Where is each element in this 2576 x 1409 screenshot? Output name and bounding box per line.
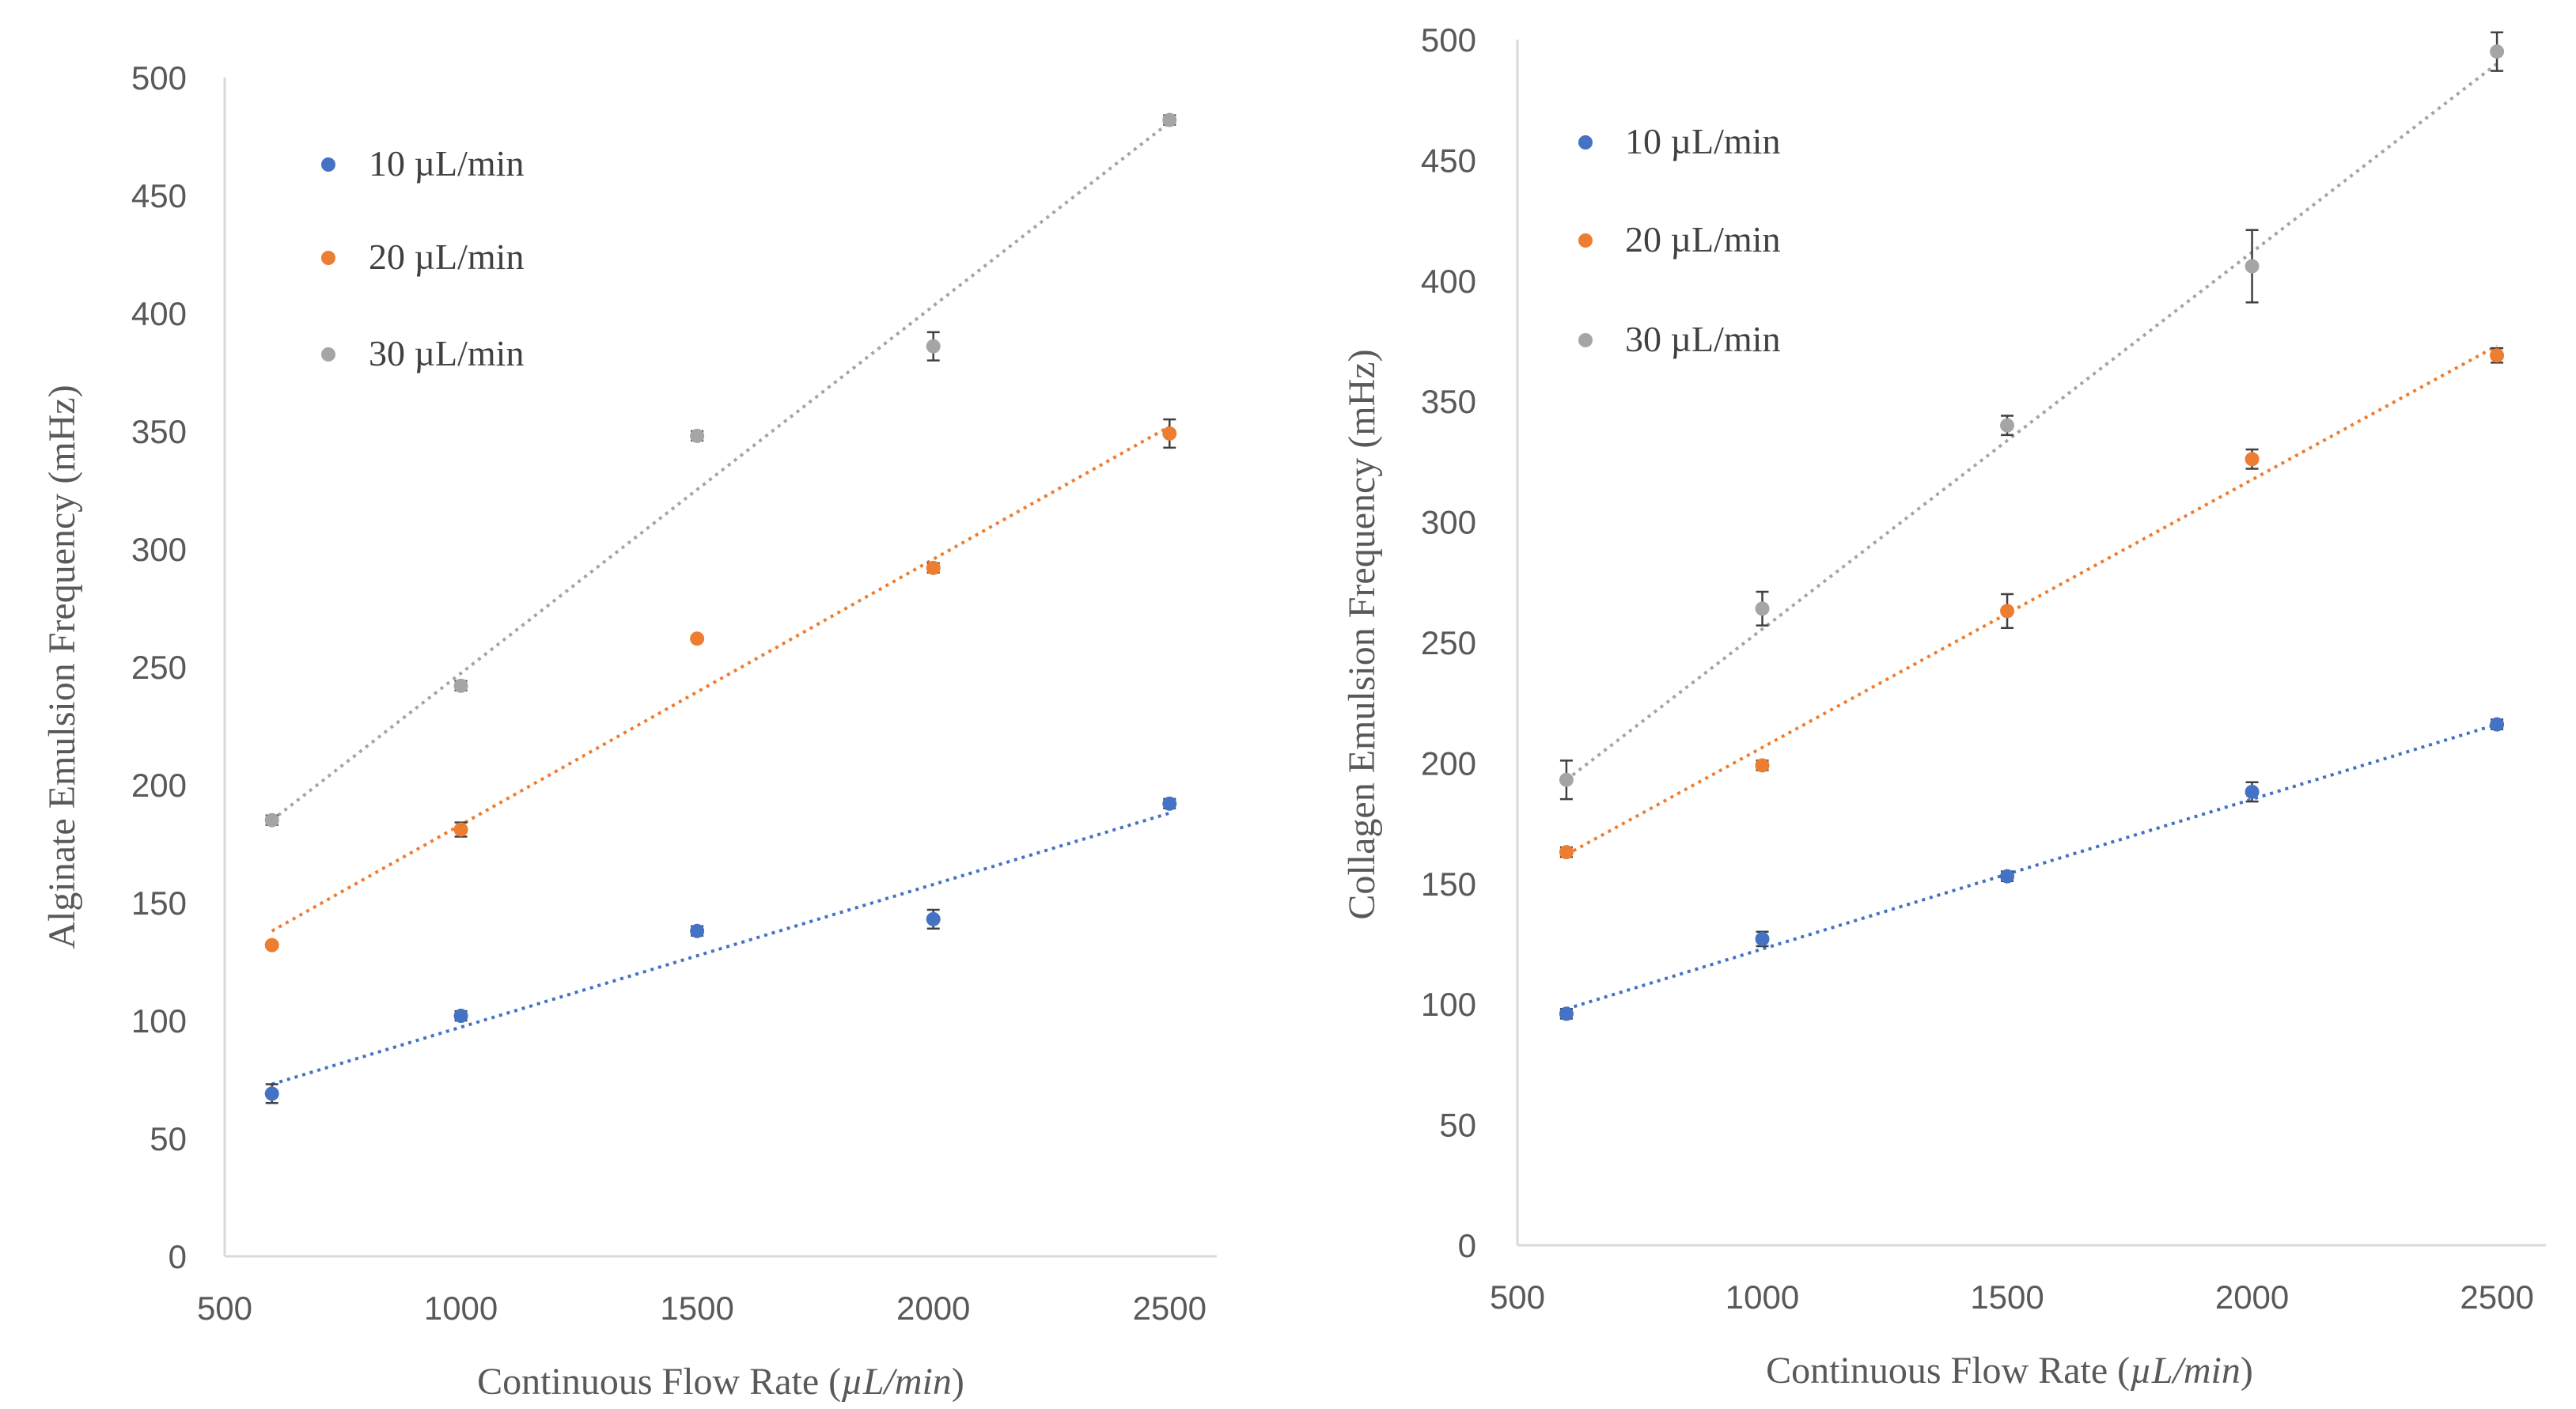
- data-point-s20: [264, 937, 279, 953]
- y-tick-label: 100: [131, 1002, 187, 1040]
- chart-panel-2: 0 50 100 150 200 250 300 350 400 450 500 500 1000 150…: [1341, 21, 2546, 1392]
- data-point-s30: [2245, 259, 2260, 274]
- data-point-s20: [2245, 452, 2260, 467]
- x-tick-label: 1000: [424, 1290, 498, 1327]
- data-point-s20: [1755, 758, 1770, 773]
- trendline-s30: [1565, 62, 2498, 782]
- data-point-s30: [453, 678, 468, 693]
- x-tick-label: 500: [1490, 1278, 1545, 1316]
- y-tick-label: 100: [1421, 986, 1476, 1023]
- y-tick-label: 300: [1421, 504, 1476, 541]
- data-point-s20: [926, 560, 941, 575]
- y-tick-label: 350: [1421, 383, 1476, 420]
- data-point-s20: [453, 822, 468, 837]
- y-axis-title: Collagen Emulsion Frequency (mHz): [1341, 349, 1383, 919]
- trendline-s30: [271, 121, 1171, 822]
- x-tick-label: 2500: [2460, 1278, 2533, 1316]
- x-tick-label: 2000: [896, 1290, 970, 1327]
- legend-label: 20 µL/min: [369, 237, 524, 277]
- legend-label: 20 µL/min: [1625, 219, 1780, 259]
- x-tick-label: 1000: [1726, 1278, 1799, 1316]
- data-point-s30: [2000, 418, 2015, 433]
- legend-label: 30 µL/min: [369, 333, 524, 373]
- data-point-s10: [1162, 796, 1177, 811]
- data-point-s30: [1162, 112, 1177, 127]
- trendline-s10: [1566, 722, 2498, 1011]
- x-axis-title-unit: µL/min: [2130, 1350, 2241, 1392]
- y-tick-label: 250: [131, 649, 187, 686]
- y-tick-label: 450: [1421, 142, 1476, 179]
- legend-marker-s30: [321, 347, 335, 362]
- y-tick-label: 200: [131, 767, 187, 804]
- x-axis-title-suffix: ): [952, 1361, 964, 1403]
- data-point-s20: [2000, 604, 2015, 619]
- x-axis-title-prefix: Continuous Flow Rate (: [477, 1361, 841, 1403]
- y-tick-label: 350: [131, 413, 187, 450]
- x-tick-label: 2000: [2215, 1278, 2289, 1316]
- data-point-s30: [1559, 772, 1574, 787]
- y-tick-label: 50: [1439, 1107, 1476, 1144]
- legend-label: 30 µL/min: [1625, 319, 1780, 359]
- x-tick-label: 1500: [1970, 1278, 2044, 1316]
- y-tick-label: 50: [150, 1120, 187, 1157]
- data-point-s20: [2490, 348, 2505, 363]
- data-point-s10: [2000, 869, 2015, 884]
- trendline-s20: [271, 425, 1171, 933]
- y-tick-label: 400: [1421, 263, 1476, 300]
- data-point-s30: [926, 339, 941, 354]
- data-point-s10: [2245, 784, 2260, 799]
- legend-marker-s20: [321, 251, 335, 265]
- legend-marker-s20: [1578, 233, 1593, 248]
- trendline-s10: [271, 811, 1170, 1086]
- data-point-s10: [264, 1086, 279, 1101]
- data-point-s30: [2490, 44, 2505, 59]
- data-point-s20: [1162, 426, 1177, 441]
- data-point-s20: [690, 631, 705, 646]
- data-point-s10: [926, 911, 941, 926]
- data-point-s20: [1559, 845, 1574, 860]
- data-point-s10: [690, 923, 705, 938]
- legend-marker-s10: [321, 157, 335, 172]
- x-axis-title-suffix: ): [2241, 1350, 2253, 1392]
- legend-label: 10 µL/min: [1625, 121, 1780, 161]
- y-tick-label: 450: [131, 177, 187, 214]
- data-point-s10: [453, 1009, 468, 1024]
- legend-marker-s10: [1578, 135, 1593, 150]
- legend-label: 10 µL/min: [369, 143, 524, 184]
- data-point-s30: [264, 812, 279, 828]
- y-tick-label: 150: [1421, 865, 1476, 903]
- y-tick-label: 500: [131, 59, 187, 97]
- x-tick-label: 1500: [660, 1290, 733, 1327]
- data-point-s10: [2490, 717, 2505, 732]
- y-tick-label: 0: [169, 1238, 187, 1275]
- y-tick-label: 150: [131, 884, 187, 922]
- y-tick-label: 300: [131, 531, 187, 568]
- y-tick-label: 200: [1421, 744, 1476, 782]
- data-point-s10: [1755, 931, 1770, 946]
- x-tick-label: 500: [197, 1290, 252, 1327]
- x-axis-title-unit: µL/min: [841, 1361, 952, 1403]
- x-tick-label: 2500: [1133, 1290, 1207, 1327]
- y-tick-label: 0: [1458, 1227, 1476, 1264]
- data-point-s30: [1755, 601, 1770, 616]
- x-axis-title-prefix: Continuous Flow Rate (: [1766, 1350, 2130, 1392]
- y-axis-title: Alginate Emulsion Frequency (mHz): [41, 384, 83, 949]
- trendline-s20: [1565, 344, 2498, 856]
- chart-panel-1: 0 50 100 150 200 250 300 350 400 450 500 500 1000 150…: [41, 59, 1217, 1403]
- x-axis-title: Continuous Flow Rate (µL/min): [1766, 1350, 2253, 1392]
- y-tick-label: 250: [1421, 624, 1476, 661]
- y-tick-label: 400: [131, 295, 187, 332]
- data-point-s10: [1559, 1006, 1574, 1021]
- legend-marker-s30: [1578, 333, 1593, 347]
- data-point-s30: [690, 428, 705, 443]
- x-axis-title: Continuous Flow Rate (µL/min): [477, 1361, 964, 1403]
- y-tick-label: 500: [1421, 21, 1476, 59]
